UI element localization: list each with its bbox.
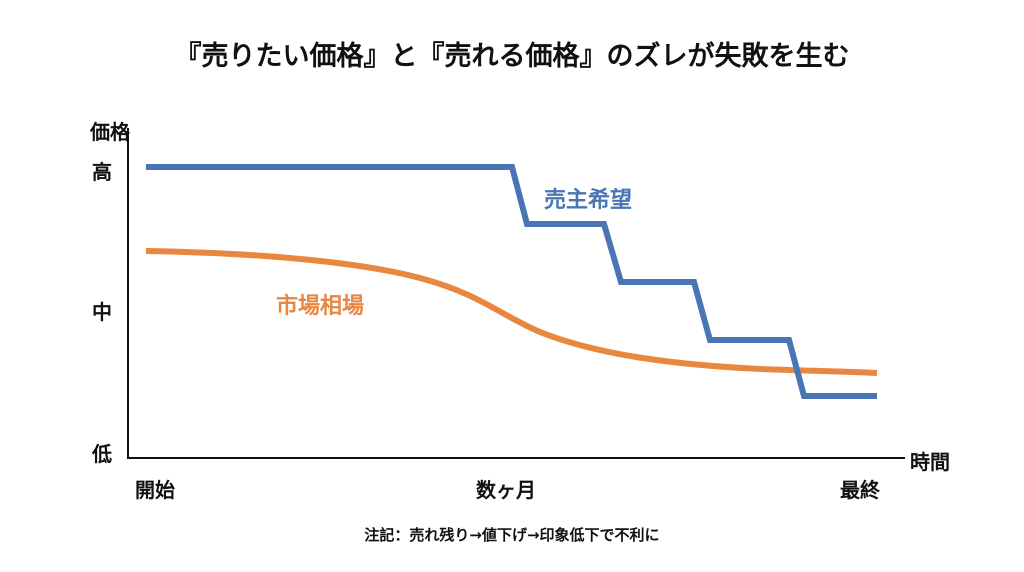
y-tick-high: 高 [92,160,112,184]
x-tick-start: 開始 [135,478,175,502]
y-tick-mid: 中 [92,300,112,324]
x-axis-title: 時間 [910,450,950,474]
seller-price-line [146,164,877,399]
y-tick-low: 低 [92,442,112,466]
x-tick-end: 最終 [840,478,880,502]
x-tick-months: 数ヶ月 [476,478,536,502]
market-price-line [145,248,878,376]
chart-title: 『売りたい価格』と『売れる価格』のズレが失敗を生む [174,41,850,72]
y-axis-title: 価格 [90,120,130,144]
annotation-note: 注記：売れ残り→値下げ→印象低下で不利に [364,526,660,544]
seller-series-label: 売主希望 [544,188,633,213]
market-series-label: 市場相場 [276,294,365,319]
